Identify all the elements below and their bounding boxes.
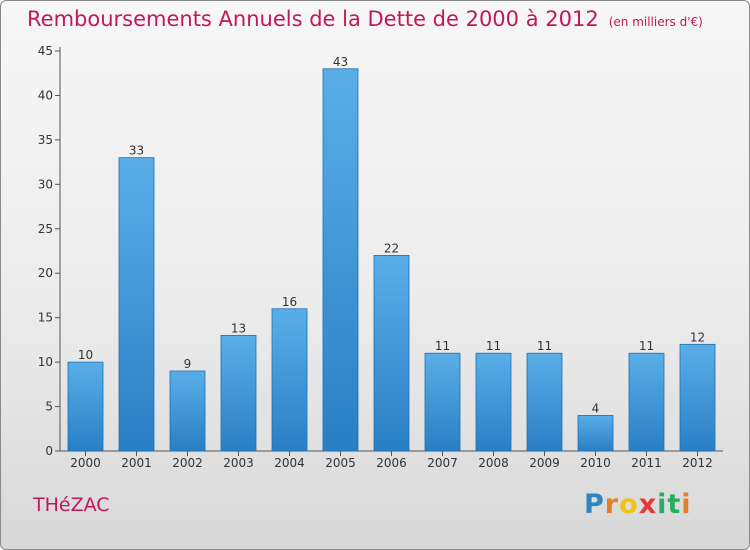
x-tick-label-2003: 2003 bbox=[223, 456, 254, 470]
logo-letter: i bbox=[657, 489, 668, 520]
title-text: Remboursements Annuels de la Dette de 20… bbox=[27, 7, 599, 31]
logo-letter: i bbox=[681, 489, 692, 520]
y-tick-label: 5 bbox=[45, 400, 53, 414]
x-tick-label-2007: 2007 bbox=[427, 456, 458, 470]
logo-letter: o bbox=[619, 489, 639, 520]
data-label-2000: 10 bbox=[78, 348, 93, 362]
bar-2004 bbox=[271, 308, 308, 452]
logo-letter: r bbox=[604, 489, 620, 520]
chart-bars bbox=[67, 68, 716, 452]
data-label-2007: 11 bbox=[435, 339, 450, 353]
bar-2007 bbox=[424, 352, 461, 452]
x-tick-label-2002: 2002 bbox=[172, 456, 203, 470]
y-tick-label: 25 bbox=[38, 222, 53, 236]
bar-2005 bbox=[322, 68, 359, 452]
x-tick-label-2004: 2004 bbox=[274, 456, 305, 470]
x-tick-label-2012: 2012 bbox=[682, 456, 713, 470]
y-tick-label: 20 bbox=[38, 266, 53, 280]
chart-title: Remboursements Annuels de la Dette de 20… bbox=[27, 7, 703, 31]
logo-letter: x bbox=[638, 489, 658, 520]
logo-letter: t bbox=[667, 489, 682, 520]
bar-2003 bbox=[220, 335, 257, 452]
chart-labels: 10 2000 33 2001 9 2002 13 2003 16 2004 43 2005 22 200… bbox=[70, 55, 713, 470]
data-label-2006: 22 bbox=[384, 241, 399, 255]
data-label-2001: 33 bbox=[129, 144, 144, 158]
data-label-2011: 11 bbox=[639, 339, 654, 353]
y-tick-label: 0 bbox=[45, 444, 53, 458]
bar-2001 bbox=[118, 157, 155, 452]
data-label-2004: 16 bbox=[282, 295, 297, 309]
y-tick-label: 15 bbox=[38, 311, 53, 325]
y-tick-label: 45 bbox=[38, 44, 53, 58]
title-unit: (en milliers d'€) bbox=[608, 15, 703, 29]
bar-2002 bbox=[169, 370, 206, 452]
proxiti-logo: Proxiti bbox=[584, 489, 692, 520]
data-label-2010: 4 bbox=[592, 401, 600, 415]
data-label-2008: 11 bbox=[486, 339, 501, 353]
bar-2009 bbox=[526, 352, 563, 452]
data-label-2005: 43 bbox=[333, 55, 348, 69]
data-label-2003: 13 bbox=[231, 321, 246, 335]
x-tick-label-2005: 2005 bbox=[325, 456, 356, 470]
bar-2012 bbox=[679, 343, 716, 452]
x-tick-label-2001: 2001 bbox=[121, 456, 152, 470]
bar-2006 bbox=[373, 255, 410, 452]
chart-axes: 0 5 10 15 20 25 30 35 40 45 bbox=[38, 44, 723, 458]
data-label-2012: 12 bbox=[690, 330, 705, 344]
town-name: THéZAC bbox=[33, 494, 110, 516]
y-tick-label: 10 bbox=[38, 355, 53, 369]
bar-2008 bbox=[475, 352, 512, 452]
data-label-2002: 9 bbox=[184, 357, 192, 371]
x-tick-label-2009: 2009 bbox=[529, 456, 560, 470]
bar-2010 bbox=[577, 415, 614, 452]
bar-2000 bbox=[67, 361, 104, 452]
x-tick-label-2000: 2000 bbox=[70, 456, 101, 470]
y-tick-label: 30 bbox=[38, 177, 53, 191]
x-tick-label-2006: 2006 bbox=[376, 456, 407, 470]
bar-2011 bbox=[628, 352, 665, 452]
x-tick-label-2011: 2011 bbox=[631, 456, 662, 470]
y-tick-label: 40 bbox=[38, 88, 53, 102]
data-label-2009: 11 bbox=[537, 339, 552, 353]
y-tick-label: 35 bbox=[38, 133, 53, 147]
x-tick-label-2008: 2008 bbox=[478, 456, 509, 470]
logo-letter: P bbox=[584, 489, 605, 520]
x-tick-label-2010: 2010 bbox=[580, 456, 611, 470]
